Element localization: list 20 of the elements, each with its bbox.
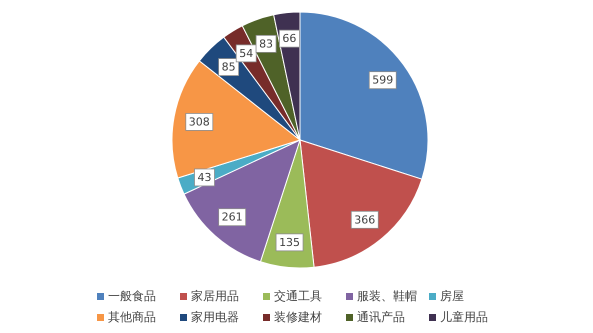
legend-label: 交通工具 — [274, 289, 322, 303]
data-label: 66 — [282, 32, 296, 46]
data-label: 54 — [239, 46, 254, 60]
data-label: 366 — [354, 213, 376, 226]
legend-label: 房屋 — [440, 289, 464, 303]
legend-label: 通讯产品 — [357, 310, 405, 324]
data-label: 85 — [222, 60, 236, 74]
data-label: 308 — [188, 115, 210, 128]
data-label: 261 — [222, 210, 243, 224]
data-label: 43 — [198, 170, 212, 184]
legend-label: 儿童用品 — [440, 310, 488, 324]
legend-label: 其他商品 — [108, 310, 156, 324]
legend-label: 家用电器 — [191, 310, 239, 324]
legend-label: 一般食品 — [108, 289, 156, 303]
data-label: 83 — [259, 37, 274, 50]
data-label: 135 — [279, 236, 300, 249]
legend-label: 服装、鞋帽 — [357, 289, 417, 303]
legend-label: 家居用品 — [191, 289, 239, 303]
legend-label: 装修建材 — [274, 310, 322, 324]
data-label: 599 — [372, 74, 394, 87]
